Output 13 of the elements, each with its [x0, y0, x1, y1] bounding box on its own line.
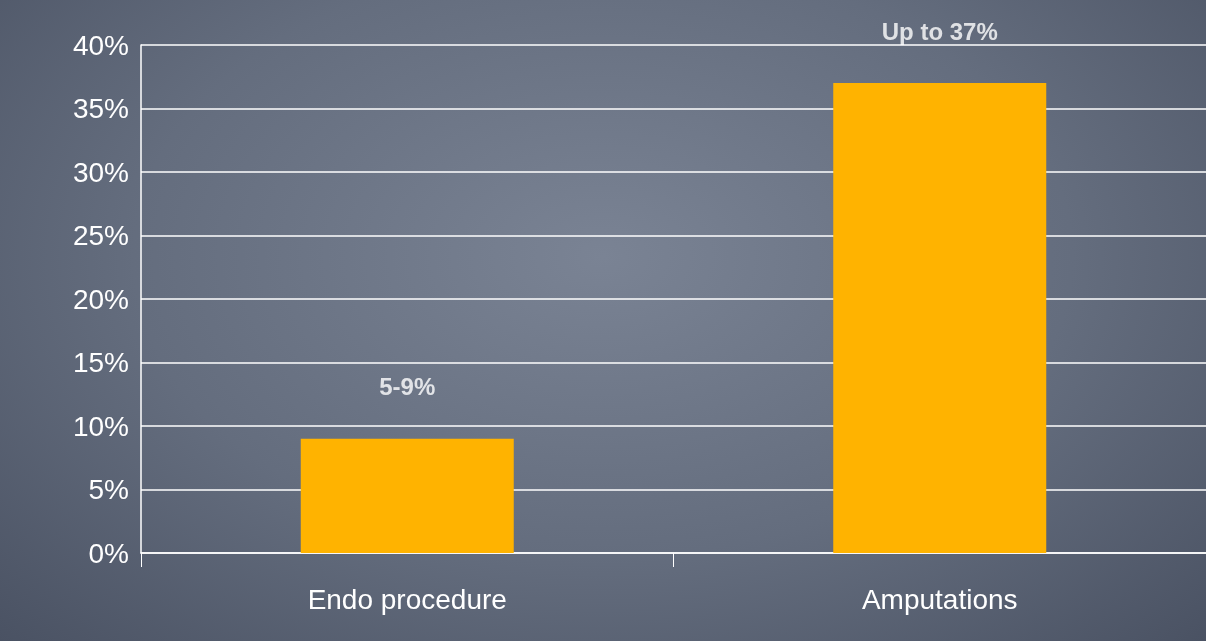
- y-tick-label: 25%: [72, 220, 129, 251]
- x-tick-label: Amputations: [861, 583, 1018, 615]
- annotation: 5-9%: [379, 373, 436, 401]
- y-tick-label: 40%: [72, 29, 129, 61]
- x-tick-label: Endo procedure: [307, 583, 507, 615]
- y-tick-label: 20%: [72, 283, 129, 315]
- y-tick-label: 30%: [72, 156, 129, 188]
- y-tick-label: 15%: [72, 347, 129, 378]
- y-tick-label: 0%: [88, 537, 129, 569]
- y-tick-label: 5%: [88, 474, 129, 505]
- y-tick-label: 35%: [72, 93, 129, 124]
- annotation: Up to 37%: [881, 17, 998, 45]
- y-tick-label: 10%: [72, 410, 129, 442]
